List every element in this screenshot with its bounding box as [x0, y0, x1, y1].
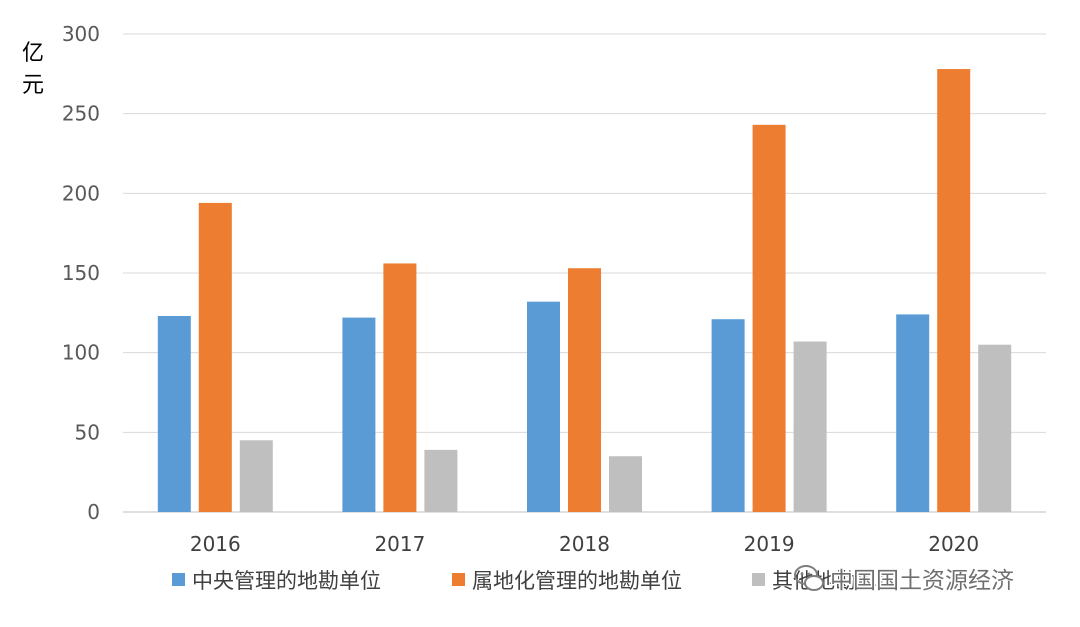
- bar-2016-series-3: [239, 440, 273, 512]
- watermark: 中国国土资源经济: [794, 565, 1016, 596]
- y-tick-label: 100: [62, 341, 100, 365]
- bar-2017-series-2: [383, 263, 417, 512]
- bar-2017-series-3: [424, 449, 458, 512]
- bar-2018-series-2: [568, 268, 601, 512]
- x-tick-label: 2018: [559, 532, 610, 556]
- y-tick-label: 200: [62, 181, 100, 205]
- y-tick-label: 250: [62, 102, 100, 126]
- bar-2017-series-1: [342, 317, 376, 512]
- bar-2019-series-3: [793, 341, 827, 512]
- legend-label: 中央管理的地勘单位: [192, 569, 381, 593]
- bar-2016-series-2: [198, 202, 232, 513]
- bar-2018-series-3: [609, 456, 642, 512]
- bars: [157, 69, 1012, 513]
- legend: 中央管理的地勘单位 属地化管理的地勘单位 其他地勘单位: [172, 569, 898, 593]
- x-tick-label: 2019: [744, 532, 795, 556]
- y-tick-label: 0: [87, 500, 100, 524]
- legend-swatch: [752, 573, 765, 586]
- y-tick-label: 50: [75, 420, 100, 444]
- x-tick-label: 2017: [374, 532, 425, 556]
- y-tick-label: 150: [62, 261, 100, 285]
- bar-2019-series-2: [752, 124, 786, 512]
- y-axis-ticks: 0 50 100 150 200 250 300: [62, 22, 100, 524]
- wechat-icon: [794, 565, 824, 591]
- legend-swatch: [172, 573, 185, 586]
- bar-2020-series-1: [896, 314, 930, 512]
- legend-label: 属地化管理的地勘单位: [472, 569, 682, 593]
- bar-2019-series-1: [711, 319, 745, 512]
- x-tick-label: 2020: [928, 532, 979, 556]
- y-axis-label-line-2: 元: [22, 73, 44, 98]
- legend-swatch: [452, 573, 465, 586]
- watermark-text: 中国国土资源经济: [830, 568, 1014, 594]
- legend-label: 其他地勘单位: [772, 569, 898, 593]
- bar-2016-series-1: [157, 316, 191, 512]
- x-axis-ticks: 2016 2017 2018 2019 2020: [190, 532, 979, 556]
- y-axis-label-line-1: 亿: [22, 41, 44, 66]
- bar-2020-series-3: [978, 344, 1012, 512]
- x-tick-label: 2016: [190, 532, 241, 556]
- bar-2018-series-1: [527, 301, 560, 512]
- y-tick-label: 300: [62, 22, 100, 46]
- bar-2020-series-2: [937, 69, 971, 512]
